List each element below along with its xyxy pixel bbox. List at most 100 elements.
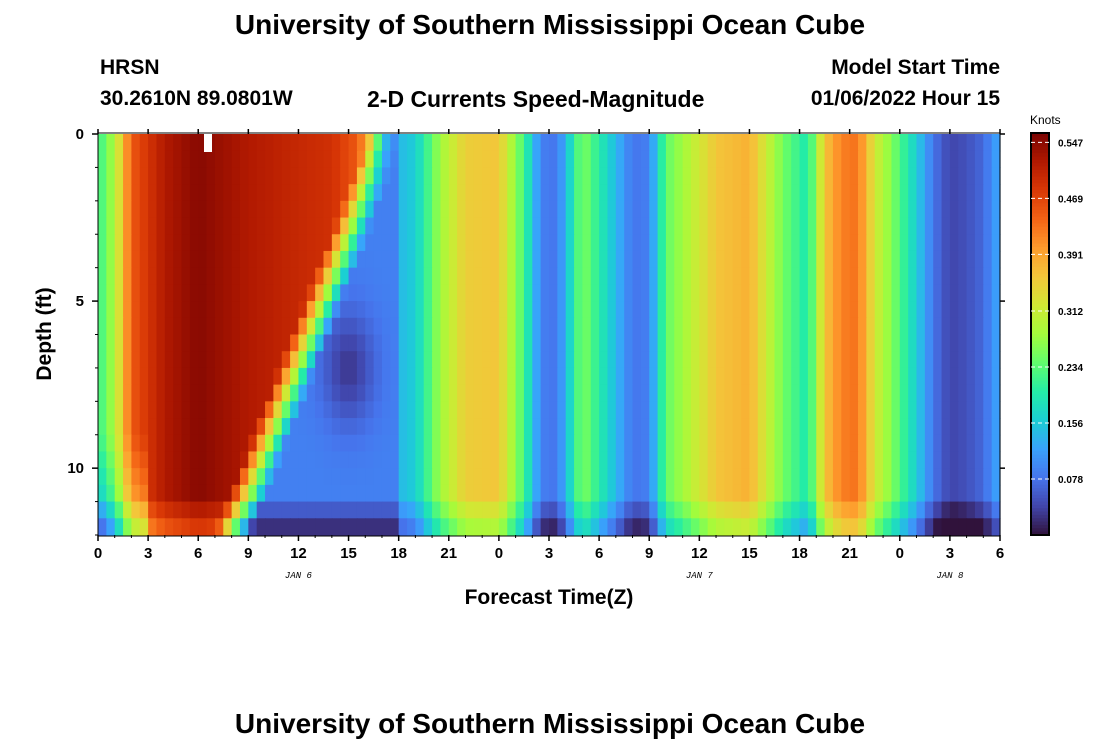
- heatmap-cell: [356, 451, 366, 469]
- heatmap-cell: [816, 367, 826, 386]
- heatmap-cell: [340, 518, 350, 536]
- heatmap-cell: [398, 384, 408, 402]
- heatmap-cell: [373, 351, 383, 369]
- colorbar-segment: [1031, 203, 1049, 208]
- heatmap-cell: [365, 234, 375, 252]
- heatmap-cell: [707, 434, 717, 453]
- heatmap-cell: [841, 217, 851, 235]
- heatmap-cell: [883, 401, 893, 419]
- heatmap-cell: [106, 367, 116, 386]
- heatmap-cell: [131, 301, 141, 319]
- heatmap-cell: [315, 434, 325, 453]
- heatmap-cell: [498, 217, 508, 235]
- heatmap-cell: [674, 184, 684, 202]
- heatmap-cell: [106, 484, 116, 503]
- heatmap-cell: [164, 451, 174, 469]
- colorbar-segment: [1031, 394, 1049, 399]
- heatmap-cell: [173, 234, 183, 252]
- heatmap-cell: [924, 317, 934, 336]
- station-name: HRSN: [100, 56, 160, 79]
- heatmap-cell: [899, 184, 909, 202]
- heatmap-cell: [991, 150, 1001, 169]
- heatmap-cell: [164, 234, 174, 252]
- heatmap-cell: [173, 518, 183, 536]
- heatmap-cell: [607, 317, 617, 336]
- heatmap-cell: [365, 384, 375, 402]
- heatmap-cell: [498, 384, 508, 402]
- heatmap-cell: [682, 418, 692, 436]
- heatmap-cell: [323, 418, 333, 436]
- heatmap-cell: [574, 267, 584, 285]
- heatmap-cell: [298, 167, 308, 185]
- heatmap-cell: [799, 217, 809, 235]
- colorbar-segment: [1031, 216, 1049, 221]
- heatmap-cell: [716, 234, 725, 252]
- heatmap-cell: [883, 484, 893, 503]
- heatmap-cell: [440, 484, 450, 503]
- heatmap-cell: [356, 401, 366, 419]
- heatmap-cell: [532, 217, 542, 235]
- heatmap-cell: [983, 150, 993, 169]
- heatmap-cell: [256, 317, 266, 336]
- heatmap-cell: [949, 167, 959, 185]
- heatmap-cell: [849, 217, 859, 235]
- heatmap-cell: [248, 284, 258, 302]
- heatmap-cell: [440, 384, 450, 402]
- heatmap-cell: [958, 301, 968, 319]
- heatmap-cell: [239, 468, 249, 486]
- heatmap-cell: [532, 301, 542, 319]
- heatmap-cell: [515, 434, 525, 453]
- heatmap-cell: [599, 267, 609, 285]
- heatmap-cell: [649, 150, 659, 169]
- heatmap-cell: [407, 250, 416, 269]
- heatmap-cell: [732, 451, 742, 469]
- heatmap-cell: [315, 351, 325, 369]
- heatmap-cell: [248, 401, 258, 419]
- heatmap-cell: [699, 351, 709, 369]
- heatmap-cell: [607, 351, 617, 369]
- heatmap-cell: [615, 134, 625, 152]
- heatmap-cell: [858, 200, 867, 219]
- colorbar-segment: [1031, 156, 1049, 161]
- heatmap-cell: [933, 150, 943, 169]
- heatmap-cell: [164, 200, 174, 219]
- heatmap-cell: [757, 301, 767, 319]
- heatmap-cell: [189, 384, 199, 402]
- heatmap-cell: [532, 418, 542, 436]
- heatmap-cell: [824, 384, 834, 402]
- heatmap-cell: [866, 167, 876, 185]
- heatmap-cell: [156, 334, 166, 352]
- heatmap-cell: [682, 317, 692, 336]
- heatmap-cell: [574, 451, 584, 469]
- heatmap-cell: [799, 267, 809, 285]
- heatmap-cell: [381, 134, 391, 152]
- heatmap-cell: [574, 334, 584, 352]
- heatmap-cell: [724, 468, 734, 486]
- heatmap-cell: [181, 317, 191, 336]
- heatmap-cell: [716, 484, 725, 503]
- heatmap-cell: [114, 150, 124, 169]
- heatmap-cell: [924, 217, 934, 235]
- heatmap-cell: [306, 301, 316, 319]
- heatmap-cell: [189, 518, 199, 536]
- heatmap-cell: [448, 401, 458, 419]
- heatmap-cell: [457, 418, 467, 436]
- heatmap-cell: [532, 250, 542, 269]
- heatmap-cell: [457, 150, 467, 169]
- heatmap-cell: [582, 317, 592, 336]
- heatmap-cell: [874, 234, 884, 252]
- heatmap-cell: [549, 317, 558, 336]
- heatmap-cell: [749, 267, 759, 285]
- heatmap-cell: [482, 401, 492, 419]
- colorbar-segment: [1031, 437, 1049, 442]
- heatmap-cell: [883, 250, 893, 269]
- colorbar-segment: [1031, 468, 1049, 472]
- heatmap-cell: [273, 418, 283, 436]
- heatmap-cell: [774, 234, 784, 252]
- heatmap-cell: [482, 484, 492, 503]
- heatmap-cell: [632, 317, 642, 336]
- heatmap-cell: [991, 434, 1001, 453]
- heatmap-cell: [599, 334, 609, 352]
- heatmap-cell: [298, 451, 308, 469]
- heatmap-cell: [891, 468, 901, 486]
